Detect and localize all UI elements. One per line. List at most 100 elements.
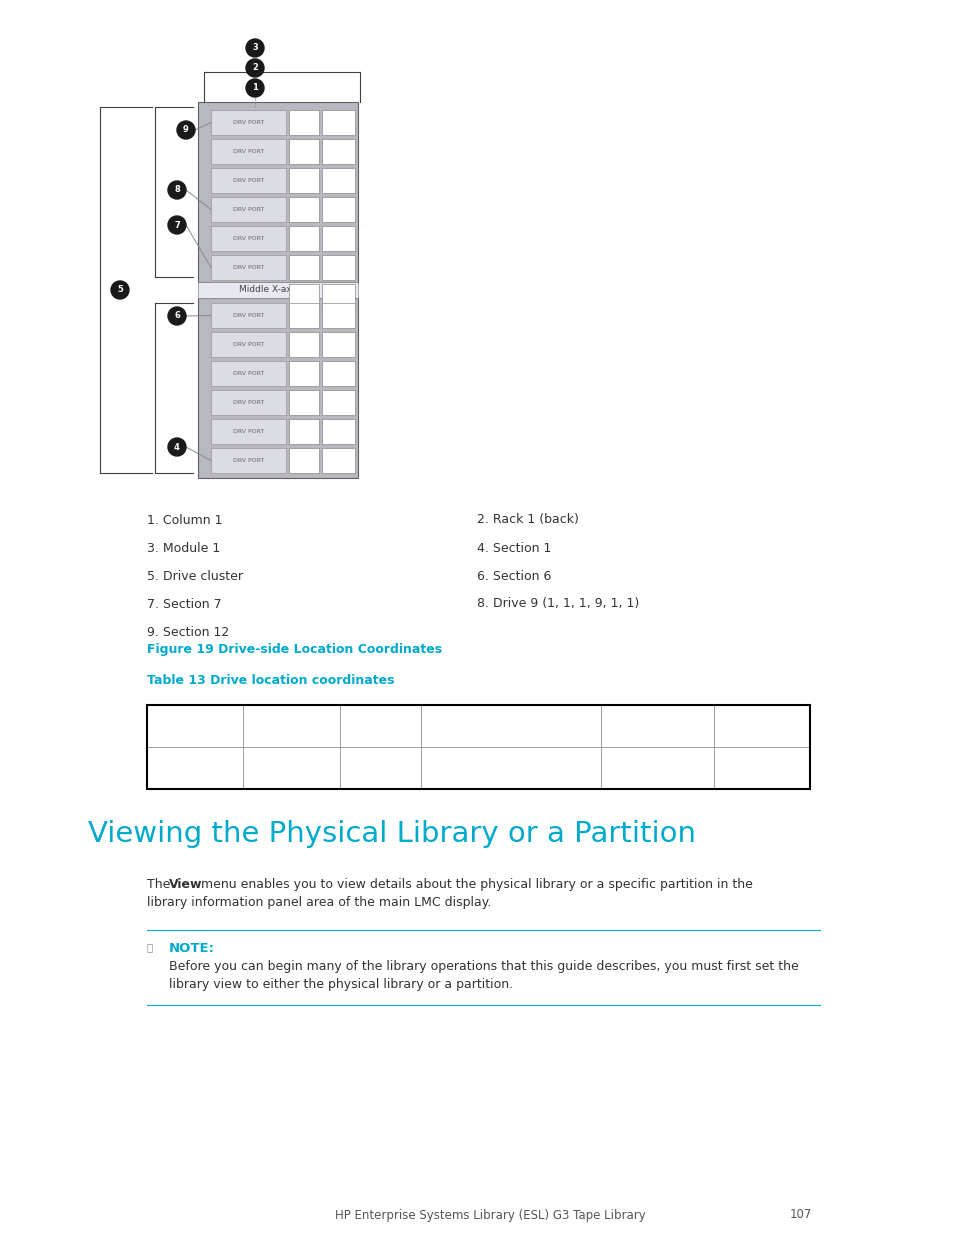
Circle shape (168, 308, 186, 325)
Bar (147, 747, 243, 789)
Bar (198, 103, 357, 282)
Circle shape (111, 282, 129, 299)
Text: 2: 2 (252, 63, 257, 73)
Circle shape (168, 182, 186, 199)
Text: 4. Section 1: 4. Section 1 (476, 541, 551, 555)
Bar (420, 747, 600, 789)
Text: Rack: Rack (347, 762, 377, 774)
Text: 1: 1 (154, 720, 164, 732)
Bar (339, 705, 420, 747)
Bar (211, 140, 286, 164)
Text: DRV PORT: DRV PORT (233, 120, 264, 125)
Text: 1. Column 1: 1. Column 1 (147, 514, 222, 526)
Text: DRV PORT: DRV PORT (233, 236, 264, 241)
Text: menu enables you to view details about the physical library or a specific partit: menu enables you to view details about t… (196, 878, 752, 890)
Bar (322, 332, 355, 357)
Bar (211, 448, 286, 473)
Text: 107: 107 (789, 1209, 812, 1221)
Bar (322, 303, 355, 329)
Text: Column: Column (608, 762, 656, 774)
Text: HP Enterprise Systems Library (ESL) G3 Tape Library: HP Enterprise Systems Library (ESL) G3 T… (335, 1209, 644, 1221)
Bar (289, 361, 318, 387)
Text: Aisle: Aisle (154, 762, 185, 774)
Bar (322, 390, 355, 415)
Bar (211, 110, 286, 135)
Bar (339, 747, 420, 789)
Text: DRV PORT: DRV PORT (233, 266, 264, 270)
Text: Figure 19 Drive-side Location Coordinates: Figure 19 Drive-side Location Coordinate… (147, 643, 441, 657)
Bar (211, 361, 286, 387)
Text: 1: 1 (347, 720, 356, 732)
Bar (322, 361, 355, 387)
Text: 1–8: 1–8 (251, 720, 276, 732)
Bar (289, 198, 318, 222)
Text: NOTE:: NOTE: (169, 942, 214, 955)
Text: DRV PORT: DRV PORT (233, 312, 264, 317)
Bar (322, 198, 355, 222)
Bar (420, 705, 600, 747)
Text: Middle X-axis rail: Middle X-axis rail (239, 285, 316, 294)
Text: DRV PORT: DRV PORT (233, 207, 264, 212)
Bar (289, 303, 318, 329)
Text: Section (drive
number): Section (drive number) (428, 753, 516, 783)
Text: Module: Module (251, 762, 296, 774)
Text: 1–12: 1–12 (428, 720, 462, 732)
Text: 7. Section 7: 7. Section 7 (147, 598, 221, 610)
Bar (289, 448, 318, 473)
Text: 1: 1 (252, 84, 257, 93)
Text: DRV PORT: DRV PORT (233, 178, 264, 183)
Bar (322, 140, 355, 164)
Bar (289, 168, 318, 193)
Bar (211, 254, 286, 280)
Text: 1: 1 (721, 720, 730, 732)
Bar (147, 705, 809, 789)
Text: Before you can begin many of the library operations that this guide describes, y: Before you can begin many of the library… (169, 960, 798, 973)
Text: 8. Drive 9 (1, 1, 1, 9, 1, 1): 8. Drive 9 (1, 1, 1, 9, 1, 1) (476, 598, 639, 610)
Bar (211, 303, 286, 329)
Text: DRV PORT: DRV PORT (233, 400, 264, 405)
Text: Row: Row (721, 762, 747, 774)
Text: View: View (169, 878, 202, 890)
Bar (322, 254, 355, 280)
Text: 4: 4 (173, 442, 180, 452)
Text: DRV PORT: DRV PORT (233, 342, 264, 347)
Text: 5. Drive cluster: 5. Drive cluster (147, 569, 243, 583)
Text: DRV PORT: DRV PORT (233, 458, 264, 463)
Text: library information panel area of the main LMC display.: library information panel area of the ma… (147, 897, 491, 909)
Text: DRV PORT: DRV PORT (233, 370, 264, 375)
Bar (289, 140, 318, 164)
Bar (289, 332, 318, 357)
Circle shape (246, 59, 264, 77)
Text: 7: 7 (174, 221, 180, 230)
Circle shape (177, 121, 194, 140)
Circle shape (246, 79, 264, 98)
Bar (322, 284, 355, 309)
Circle shape (168, 216, 186, 233)
Bar (289, 284, 318, 309)
Bar (289, 254, 318, 280)
Bar (289, 390, 318, 415)
Bar (198, 282, 357, 298)
Text: 8: 8 (174, 185, 180, 194)
Bar (243, 747, 339, 789)
Text: Viewing the Physical Library or a Partition: Viewing the Physical Library or a Partit… (88, 820, 696, 848)
Bar (322, 226, 355, 251)
Text: Table 13 Drive location coordinates: Table 13 Drive location coordinates (147, 673, 395, 687)
Text: The: The (147, 878, 174, 890)
Text: DRV PORT: DRV PORT (233, 149, 264, 154)
Circle shape (168, 438, 186, 456)
Text: 5: 5 (117, 285, 123, 294)
Text: library view to either the physical library or a partition.: library view to either the physical libr… (169, 978, 513, 990)
Text: DRV PORT: DRV PORT (233, 429, 264, 433)
Bar (211, 226, 286, 251)
Bar (713, 705, 809, 747)
Circle shape (246, 40, 264, 57)
Bar (211, 390, 286, 415)
Text: 9: 9 (183, 126, 189, 135)
Bar (322, 419, 355, 445)
Bar (211, 198, 286, 222)
Bar (713, 747, 809, 789)
Text: 3: 3 (252, 43, 257, 53)
Bar (211, 168, 286, 193)
Text: 📓: 📓 (147, 942, 153, 952)
